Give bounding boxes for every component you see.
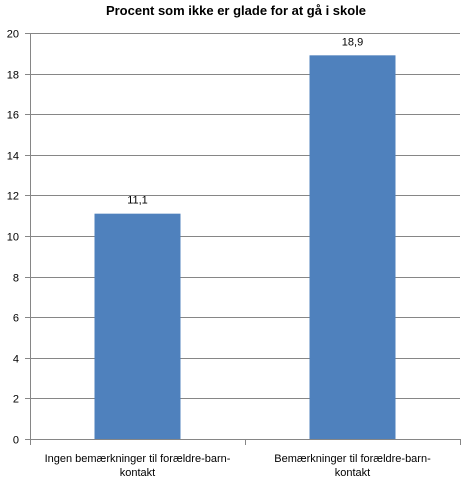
y-tick-label: 6 [13,313,19,325]
y-tick-label: 12 [7,191,19,203]
category-label: Bemærkninger til forældre-barn- [274,453,431,465]
chart-title: Procent som ikke er glade for at gå i sk… [106,3,366,18]
category-label: kontakt [335,467,370,479]
x-axis: Ingen bemærkninger til forældre-barn-kon… [30,33,461,479]
category-label: kontakt [120,467,155,479]
y-tick-label: 2 [13,394,19,406]
bar [309,55,396,439]
bars [94,55,396,439]
y-tick-label: 18 [7,70,19,82]
y-tick-label: 8 [13,273,19,285]
y-tick-label: 16 [7,110,19,122]
data-labels: 11,1 18,9 [127,36,363,206]
y-tick-label: 10 [7,232,19,244]
y-axis: 0 2 4 6 8 10 12 14 16 18 20 [7,29,30,447]
y-tick-label: 0 [13,435,19,447]
bar [94,213,181,439]
category-label: Ingen bemærkninger til forældre-barn- [45,453,231,465]
y-tick-label: 4 [13,354,19,366]
data-label: 11,1 [127,195,148,207]
data-label: 18,9 [342,36,363,48]
y-tick-label: 14 [7,151,19,163]
y-tick-label: 20 [7,29,19,41]
